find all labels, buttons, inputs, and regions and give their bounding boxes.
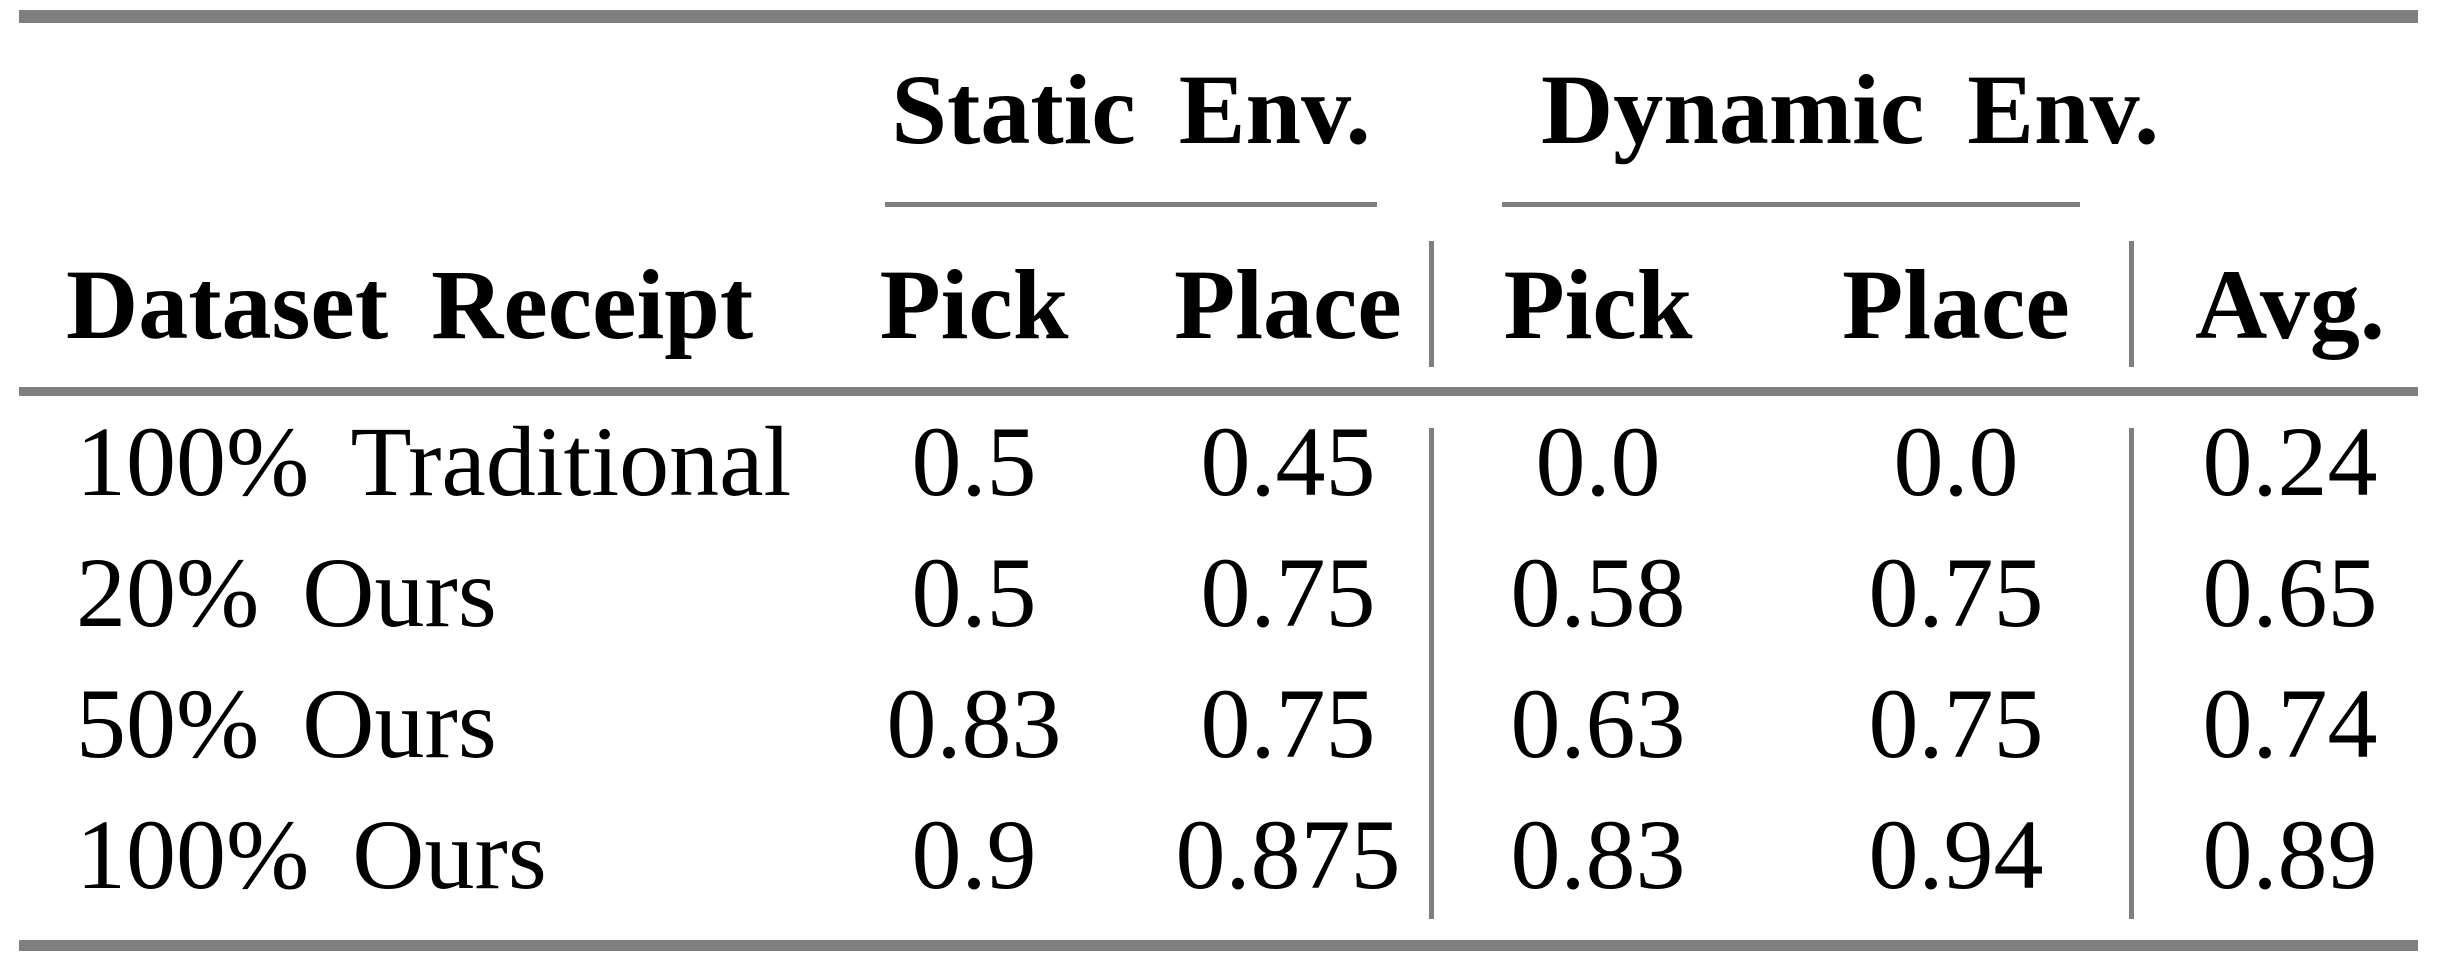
- table-mid-rule: [19, 387, 2418, 396]
- group-header-row: Static Env. Dynamic Env.: [0, 50, 2440, 170]
- header-vertical-rule-2: [2129, 241, 2134, 367]
- col-header-dynamic-pick: Pick: [1503, 249, 1693, 360]
- cell-dynamic-pick: 0.58: [1510, 537, 1686, 648]
- col-header-static-pick: Pick: [879, 249, 1069, 360]
- cell-avg: 0.24: [2202, 406, 2378, 517]
- table-row: 100% Traditional 0.5 0.45 0.0 0.0 0.24: [0, 396, 2440, 527]
- body-vertical-rule-1: [1429, 428, 1434, 919]
- cell-avg: 0.89: [2202, 799, 2378, 910]
- col-header-dataset-receipt: Dataset Receipt: [66, 249, 754, 360]
- cell-dynamic-pick: 0.0: [1535, 406, 1661, 517]
- cell-dynamic-place: 0.75: [1868, 668, 2044, 779]
- group-header-static-env: Static Env.: [891, 54, 1371, 165]
- group-header-dynamic-env: Dynamic Env.: [1541, 54, 2160, 165]
- body-vertical-rule-2: [2129, 428, 2134, 919]
- cell-static-place: 0.45: [1200, 406, 1376, 517]
- table-bottom-rule: [19, 940, 2418, 951]
- static-env-underline: [885, 202, 1377, 207]
- cell-static-pick: 0.5: [911, 537, 1037, 648]
- cell-dynamic-place: 0.75: [1868, 537, 2044, 648]
- col-header-static-place: Place: [1174, 249, 1402, 360]
- cell-static-place: 0.875: [1175, 799, 1401, 910]
- cell-avg: 0.74: [2202, 668, 2378, 779]
- dynamic-env-underline: [1502, 202, 2080, 207]
- table-row: 100% Ours 0.9 0.875 0.83 0.94 0.89: [0, 789, 2440, 920]
- col-header-dynamic-place: Place: [1842, 249, 2070, 360]
- cell-static-pick: 0.9: [911, 799, 1037, 910]
- column-header-row: Dataset Receipt Pick Place Pick Place Av…: [0, 240, 2440, 370]
- cell-dynamic-pick: 0.63: [1510, 668, 1686, 779]
- cell-static-place: 0.75: [1200, 537, 1376, 648]
- row-label: 20% Ours: [76, 537, 497, 648]
- header-vertical-rule-1: [1429, 241, 1434, 367]
- table-row: 50% Ours 0.83 0.75 0.63 0.75 0.74: [0, 658, 2440, 789]
- row-label: 100% Ours: [76, 799, 547, 910]
- row-label: 100% Traditional: [76, 406, 792, 517]
- cell-dynamic-place: 0.0: [1893, 406, 2019, 517]
- col-header-avg: Avg.: [2195, 249, 2385, 360]
- cell-dynamic-place: 0.94: [1868, 799, 2044, 910]
- cell-avg: 0.65: [2202, 537, 2378, 648]
- row-label: 50% Ours: [76, 668, 497, 779]
- cell-dynamic-pick: 0.83: [1510, 799, 1686, 910]
- table-row: 20% Ours 0.5 0.75 0.58 0.75 0.65: [0, 527, 2440, 658]
- cell-static-pick: 0.83: [886, 668, 1062, 779]
- cell-static-place: 0.75: [1200, 668, 1376, 779]
- table-top-rule: [19, 10, 2418, 23]
- cell-static-pick: 0.5: [911, 406, 1037, 517]
